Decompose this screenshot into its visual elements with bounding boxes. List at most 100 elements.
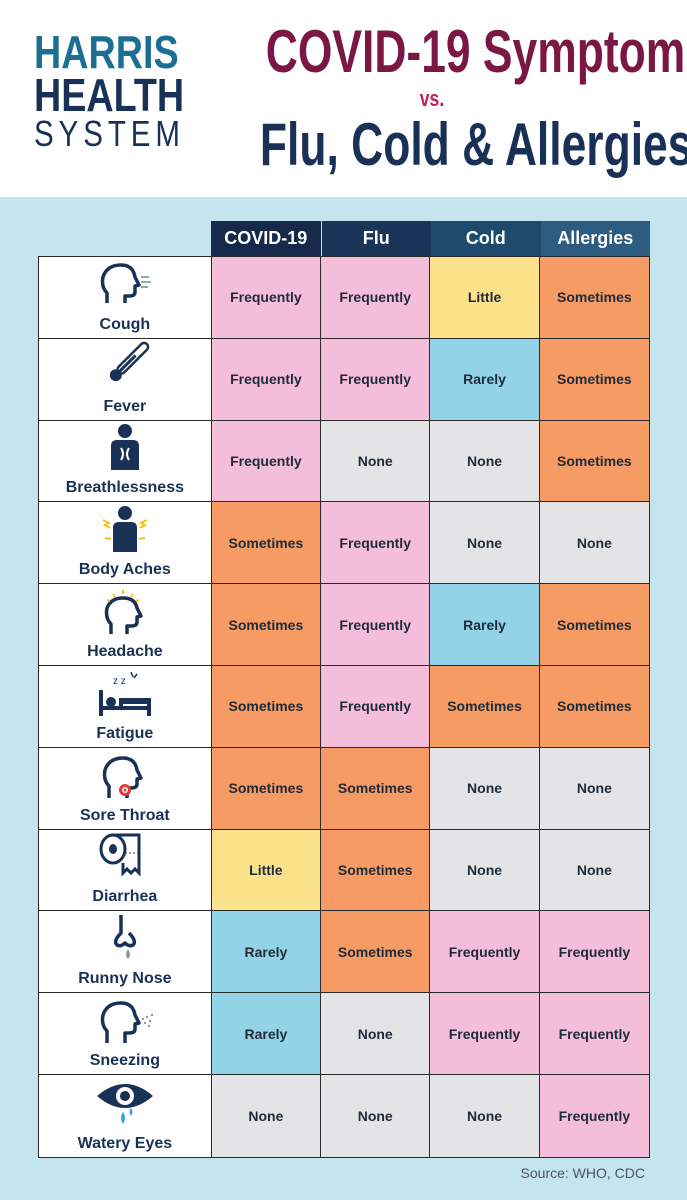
frequency-cell: None bbox=[430, 747, 540, 829]
frequency-cell: Sometimes bbox=[321, 829, 431, 911]
frequency-cell: Rarely bbox=[211, 911, 322, 993]
frequency-cell: Frequently bbox=[211, 338, 322, 420]
frequency-cell: Frequently bbox=[211, 420, 322, 502]
frequency-cell: Little bbox=[211, 829, 322, 911]
symptom-label: Body Aches bbox=[78, 561, 171, 579]
logo-line-3: SYSTEM bbox=[34, 113, 185, 154]
frequency-cell: None bbox=[321, 993, 431, 1074]
symptom-label: Sore Throat bbox=[79, 806, 170, 824]
table-row: Body Aches Sometimes Frequently None None bbox=[39, 502, 650, 585]
symptom-label: Cough bbox=[99, 315, 151, 333]
frequency-cell: None bbox=[430, 1074, 540, 1157]
frequency-cell: None bbox=[539, 502, 650, 584]
frequency-cell: None bbox=[321, 1074, 431, 1157]
column-header-allergies: Allergies bbox=[540, 221, 650, 256]
frequency-cell: Frequently bbox=[321, 257, 431, 338]
symptom-label: Breathlessness bbox=[65, 479, 184, 497]
bed-sleep-icon: z z bbox=[95, 668, 155, 725]
frequency-cell: Frequently bbox=[539, 1074, 650, 1157]
aching-body-icon bbox=[95, 504, 155, 561]
symptom-cell: Headache bbox=[39, 584, 212, 665]
symptom-comparison-table: Cough Frequently Frequently Little Sometimes… bbox=[38, 256, 650, 1158]
symptom-cell: Sneezing bbox=[39, 993, 212, 1074]
harris-health-logo: HARRIS HEALTH SYSTEM bbox=[34, 26, 185, 154]
symptom-cell: Sore Throat bbox=[39, 747, 212, 829]
frequency-cell: Sometimes bbox=[211, 502, 322, 584]
table-row: Diarrhea Little Sometimes None None bbox=[39, 829, 650, 912]
frequency-cell: None bbox=[539, 747, 650, 829]
symptom-label: Watery Eyes bbox=[77, 1134, 173, 1152]
sneezing-icon bbox=[95, 995, 155, 1052]
symptom-cell: Cough bbox=[39, 257, 212, 338]
thermometer-icon bbox=[95, 341, 155, 398]
table-row: Cough Frequently Frequently Little Sometimes bbox=[39, 257, 650, 339]
frequency-cell: Sometimes bbox=[430, 665, 540, 747]
frequency-cell: Rarely bbox=[430, 584, 540, 665]
frequency-cell: None bbox=[430, 420, 540, 502]
symptom-label: Runny Nose bbox=[78, 970, 172, 988]
logo-line-1: HARRIS bbox=[34, 26, 179, 78]
table-row: Headache Sometimes Frequently Rarely Sometim… bbox=[39, 584, 650, 666]
frequency-cell: None bbox=[321, 420, 431, 502]
title-line-1: COVID-19 Symptoms bbox=[265, 18, 687, 85]
frequency-cell: Sometimes bbox=[539, 420, 650, 502]
svg-text:z z: z z bbox=[113, 676, 126, 687]
table-row: Runny Nose Rarely Sometimes Frequently Frequ… bbox=[39, 911, 650, 994]
table-row: Sneezing Rarely None Frequently Frequently bbox=[39, 993, 650, 1075]
symptom-cell: Diarrhea bbox=[39, 829, 212, 911]
sore-throat-icon bbox=[95, 750, 155, 807]
frequency-cell: Little bbox=[430, 257, 540, 338]
frequency-cell: Sometimes bbox=[211, 665, 322, 747]
frequency-cell: Frequently bbox=[321, 665, 431, 747]
table-row: Sore Throat Sometimes Sometimes None None bbox=[39, 747, 650, 830]
table-row: Watery Eyes None None None Frequently bbox=[39, 1074, 650, 1157]
symptom-label: Fever bbox=[103, 397, 147, 415]
frequency-cell: None bbox=[211, 1074, 322, 1157]
frequency-cell: None bbox=[539, 829, 650, 911]
table-row: Fever Frequently Frequently Rarely Sometimes bbox=[39, 338, 650, 421]
symptom-label: Headache bbox=[87, 642, 163, 660]
frequency-cell: Rarely bbox=[211, 993, 322, 1074]
frequency-cell: Sometimes bbox=[321, 911, 431, 993]
frequency-cell: Frequently bbox=[430, 993, 540, 1074]
symptom-label: Fatigue bbox=[96, 724, 154, 742]
symptom-label: Diarrhea bbox=[92, 888, 158, 906]
logo-line-2: HEALTH bbox=[34, 69, 185, 121]
column-header-cold: Cold bbox=[431, 221, 541, 256]
frequency-cell: Frequently bbox=[321, 338, 431, 420]
frequency-cell: Frequently bbox=[211, 257, 322, 338]
frequency-cell: Sometimes bbox=[539, 257, 650, 338]
frequency-cell: Frequently bbox=[321, 584, 431, 665]
frequency-cell: None bbox=[430, 502, 540, 584]
frequency-cell: Frequently bbox=[539, 911, 650, 993]
frequency-cell: Sometimes bbox=[539, 338, 650, 420]
title-vs: vs. bbox=[419, 86, 445, 111]
breathless-person-icon bbox=[95, 422, 155, 479]
symptom-cell: Breathlessness bbox=[39, 420, 212, 502]
frequency-cell: None bbox=[430, 829, 540, 911]
frequency-cell: Frequently bbox=[430, 911, 540, 993]
symptom-cell: Body Aches bbox=[39, 502, 212, 584]
header: HARRIS HEALTH SYSTEM COVID-19 Symptoms v… bbox=[0, 0, 687, 197]
table-row: z z Fatigue Sometimes Frequently Sometimes So… bbox=[39, 665, 650, 748]
frequency-cell: Sometimes bbox=[211, 747, 322, 829]
column-header-flu: Flu bbox=[321, 221, 431, 256]
symptom-cell: Fever bbox=[39, 338, 212, 420]
frequency-cell: Frequently bbox=[321, 502, 431, 584]
symptom-cell: Watery Eyes bbox=[39, 1074, 212, 1157]
frequency-cell: Sometimes bbox=[539, 584, 650, 665]
symptom-cell: Runny Nose bbox=[39, 911, 212, 993]
symptom-cell: z z Fatigue bbox=[39, 665, 212, 747]
headache-icon bbox=[95, 586, 155, 643]
frequency-cell: Sometimes bbox=[539, 665, 650, 747]
frequency-cell: Sometimes bbox=[211, 584, 322, 665]
frequency-cell: Rarely bbox=[430, 338, 540, 420]
frequency-cell: Sometimes bbox=[321, 747, 431, 829]
source-note: Source: WHO, CDC bbox=[520, 1165, 645, 1181]
cough-icon bbox=[95, 259, 155, 316]
frequency-cell: Frequently bbox=[539, 993, 650, 1074]
symptom-label: Sneezing bbox=[89, 1051, 160, 1069]
watery-eye-icon bbox=[95, 1078, 155, 1135]
table-row: Breathlessness Frequently None None Sometime… bbox=[39, 420, 650, 503]
runny-nose-icon bbox=[95, 913, 155, 970]
